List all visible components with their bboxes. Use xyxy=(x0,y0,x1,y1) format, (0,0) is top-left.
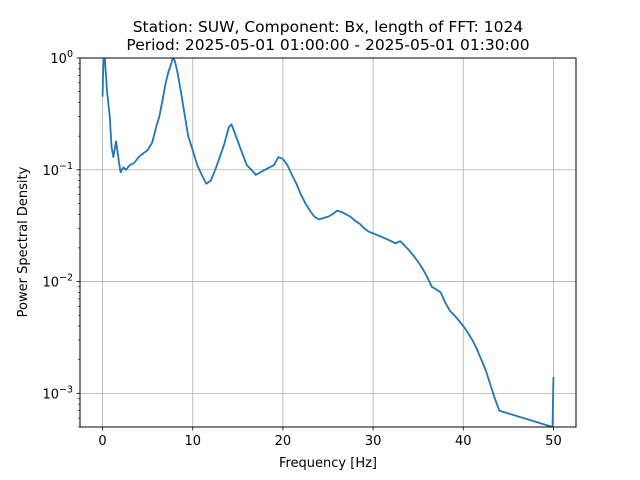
y-tick-label: 10−1 xyxy=(42,161,73,179)
chart-title: Station: SUW, Component: Bx, length of F… xyxy=(133,18,524,36)
plot-frame xyxy=(79,57,577,428)
x-tick-label: 20 xyxy=(275,434,292,449)
y-tick-label: 10−2 xyxy=(42,273,73,291)
grid xyxy=(80,57,576,427)
y-tick-label: 100 xyxy=(50,49,73,67)
y-tick-label: 10−3 xyxy=(42,384,73,402)
y-axis-label: Power Spectral Density xyxy=(16,166,31,317)
axis-ticks: 0 10 20 30 40 50 10−3 10−2 10−1 100 xyxy=(42,49,561,449)
x-tick-label: 30 xyxy=(365,434,382,449)
chart-subtitle: Period: 2025-05-01 01:00:00 - 2025-05-01… xyxy=(126,36,529,54)
x-tick-label: 10 xyxy=(184,434,201,449)
x-tick-label: 50 xyxy=(545,434,562,449)
x-axis-label: Frequency [Hz] xyxy=(279,456,377,471)
x-tick-label: 40 xyxy=(455,434,472,449)
psd-series-line xyxy=(101,58,555,427)
x-tick-label: 0 xyxy=(98,434,106,449)
